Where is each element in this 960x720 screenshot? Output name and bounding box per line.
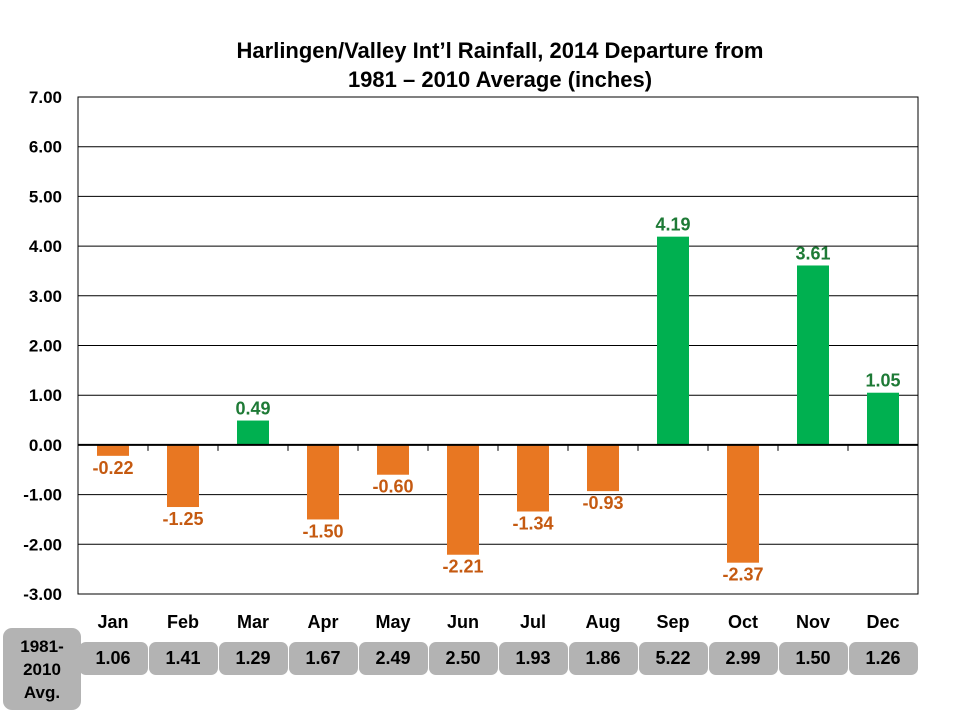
bar-oct (727, 444, 759, 563)
bar-jul (517, 444, 549, 512)
x-tick-label: Jul (520, 612, 546, 632)
bar-dec (867, 392, 899, 445)
x-tick-label: Apr (308, 612, 339, 632)
y-tick-label: 5.00 (29, 187, 62, 206)
normal-value-oct: 2.99 (708, 642, 778, 675)
y-tick-label: 3.00 (29, 287, 62, 306)
x-tick-label: May (375, 612, 410, 632)
y-tick-label: -1.00 (23, 486, 62, 505)
normals-label-line-1: 1981- (20, 636, 64, 656)
normal-value-sep: 5.22 (638, 642, 708, 675)
data-label: 4.19 (655, 215, 690, 235)
normal-value-dec: 1.26 (848, 642, 918, 675)
data-label: -2.21 (442, 557, 483, 577)
data-label: -1.25 (162, 509, 203, 529)
bar-nov (797, 265, 829, 445)
data-label: -1.34 (512, 513, 553, 533)
data-label: 1.05 (865, 371, 900, 391)
y-tick-label: 0.00 (29, 436, 62, 455)
data-label: -0.22 (92, 458, 133, 478)
bar-aug (587, 444, 619, 492)
data-label: -2.37 (722, 565, 763, 585)
bar-jan (97, 444, 129, 456)
x-tick-label: Mar (237, 612, 269, 632)
normal-value-jan: 1.06 (78, 642, 148, 675)
normal-value-apr: 1.67 (288, 642, 358, 675)
y-tick-label: 7.00 (29, 88, 62, 107)
chart-title: Harlingen/Valley Int’l Rainfall, 2014 De… (80, 36, 920, 94)
x-tick-label: Jan (97, 612, 128, 632)
data-label: 0.49 (235, 399, 270, 419)
x-tick-label: Jun (447, 612, 479, 632)
x-tick-label: Nov (796, 612, 830, 632)
y-tick-label: 6.00 (29, 138, 62, 157)
x-tick-label: Sep (656, 612, 689, 632)
bar-jun (447, 444, 479, 555)
x-tick-label: Oct (728, 612, 758, 632)
y-tick-label: -2.00 (23, 535, 62, 554)
chart-title-line-2: 1981 – 2010 Average (inches) (347, 67, 653, 92)
data-label: -0.60 (372, 477, 413, 497)
data-label: 3.61 (795, 243, 830, 263)
normal-value-jul: 1.93 (498, 642, 568, 675)
y-tick-label: 4.00 (29, 237, 62, 256)
bar-may (377, 444, 409, 475)
data-label: -0.93 (582, 493, 623, 513)
y-tick-label: -3.00 (23, 585, 62, 604)
bar-sep (657, 236, 689, 445)
bar-feb (167, 444, 199, 508)
normal-value-mar: 1.29 (218, 642, 288, 675)
y-tick-label: 1.00 (29, 386, 62, 405)
bar-mar (237, 420, 269, 445)
normal-value-may: 2.49 (358, 642, 428, 675)
normals-label-line-2: 2010 (23, 659, 61, 679)
normal-value-aug: 1.86 (568, 642, 638, 675)
data-label: -1.50 (302, 521, 343, 541)
x-tick-label: Dec (866, 612, 899, 632)
y-tick-label: 2.00 (29, 337, 62, 356)
normal-value-nov: 1.50 (778, 642, 848, 675)
normal-value-feb: 1.41 (148, 642, 218, 675)
x-tick-label: Aug (586, 612, 621, 632)
x-tick-label: Feb (167, 612, 199, 632)
normals-row-label: 1981- 2010 Avg. (3, 628, 81, 710)
chart-title-line-1: Harlingen/Valley Int’l Rainfall, 2014 De… (236, 38, 764, 63)
plot-area-frame (77, 96, 919, 595)
normals-label-line-3: Avg. (23, 682, 61, 702)
bar-apr (307, 444, 339, 520)
normal-value-jun: 2.50 (428, 642, 498, 675)
